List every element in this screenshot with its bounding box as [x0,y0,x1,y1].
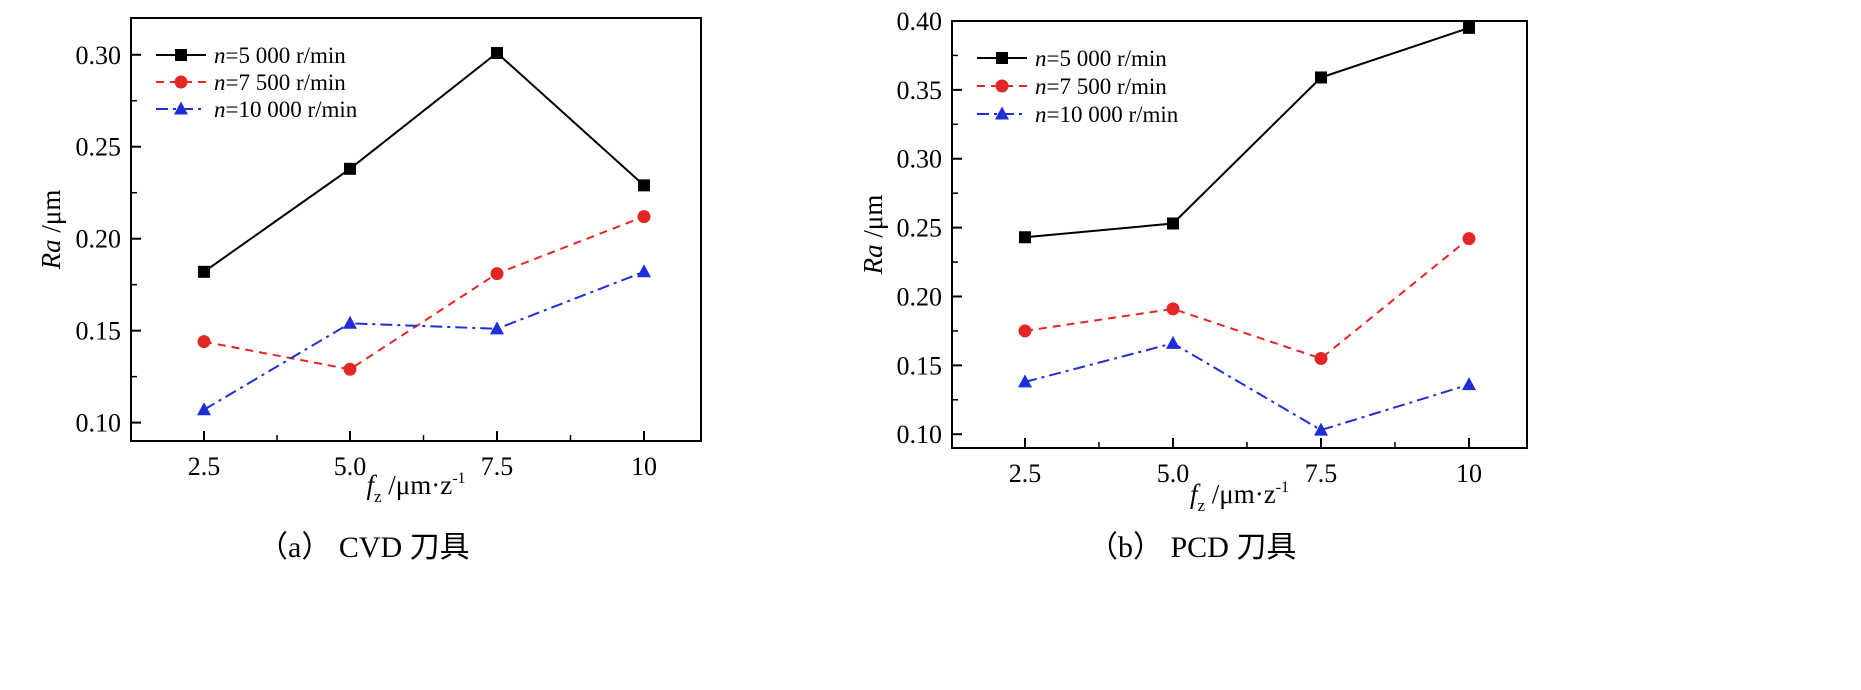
x-tick-label: 10 [1456,459,1482,488]
y-axis-title: Ra /μm [858,195,888,276]
data-point-s2-1 [343,315,357,329]
legend: n=5 000 r/min n=7 500 r/min n=10 000 r/min [977,46,1179,127]
legend-marker-1 [995,79,1009,93]
data-point-s2-2 [490,321,504,335]
data-point-s1-0 [1018,324,1032,338]
y-tick-label: 0.35 [897,76,943,105]
x-tick-label: 5.0 [334,452,367,481]
series-line-1 [1024,237,1470,360]
series-line-0 [1024,26,1470,239]
legend-label-2: n=10 000 r/min [1035,102,1179,127]
legend-marker-0 [996,52,1008,64]
data-point-s0-3 [1463,21,1475,34]
data-point-s2-2 [1314,422,1328,436]
data-point-s1-2 [1314,351,1328,365]
series-line-0 [203,51,645,273]
legend-label-1: n=7 500 r/min [1035,74,1167,99]
data-point-s0-1 [1167,217,1179,230]
series-line-2 [203,270,645,411]
x-tick-label: 2.5 [1009,459,1042,488]
y-tick-label: 0.25 [897,214,943,243]
legend-marker-1 [174,75,188,89]
plot-frame [130,17,702,442]
y-tick-label: 0.20 [897,282,943,311]
y-tick-label: 0.40 [897,7,943,36]
panel-caption: （b） PCD 刀具 [1088,531,1296,564]
y-tick-label: 0.20 [76,225,122,254]
y-tick-label: 0.10 [897,420,943,449]
x-tick-label: 7.5 [1305,459,1338,488]
y-tick-label: 0.25 [76,133,122,162]
legend-label-1: n=7 500 r/min [214,70,346,95]
legend-label-0: n=5 000 r/min [214,43,346,68]
data-point-s0-2 [491,46,503,59]
x-tick-label: 5.0 [1157,459,1190,488]
y-tick-label: 0.15 [897,351,943,380]
data-point-s1-3 [1462,232,1476,246]
legend-label-0: n=5 000 r/min [1035,46,1167,71]
legend-label-2: n=10 000 r/min [214,97,358,122]
data-point-s1-1 [343,362,357,376]
y-tick-label: 0.30 [76,41,122,70]
data-point-s2-0 [197,402,211,416]
panel-caption: （a） CVD 刀具 [258,531,470,564]
data-point-s0-3 [638,179,650,192]
data-point-s0-0 [1019,231,1031,244]
data-point-s0-2 [1315,71,1327,84]
series-line-1 [203,215,645,371]
y-tick-label: 0.15 [76,317,122,346]
data-point-s0-1 [344,162,356,175]
legend-marker-2 [995,106,1009,120]
data-point-s1-2 [490,267,504,281]
data-point-s2-0 [1018,374,1032,388]
y-tick-label: 0.10 [76,409,122,438]
legend-marker-2 [174,101,188,115]
x-axis-title: fz /μm·z-1 [366,470,465,506]
y-tick-label: 0.30 [897,145,943,174]
series-line-2 [1024,342,1470,432]
legend-marker-0 [175,49,187,61]
x-tick-label: 2.5 [188,452,221,481]
chart-panel-a: 0.10 0.15 0.20 0.25 0.30 2.5 5.0 7.5 10 n=5 000 r… [36,17,702,564]
x-axis-title: fz /μm·z-1 [1190,479,1289,515]
data-point-s2-1 [1166,335,1180,349]
data-point-s1-1 [1166,302,1180,316]
chart-panel-b: 0.10 0.15 0.20 0.25 0.30 0.35 0.40 2.5 5.0 7.5 10 n… [858,7,1528,564]
plot-frame [951,20,1528,449]
data-point-s0-0 [198,265,210,278]
x-tick-label: 7.5 [481,452,514,481]
x-tick-label: 10 [631,452,657,481]
data-point-s1-0 [197,335,211,349]
y-axis-title: Ra /μm [36,190,66,271]
data-point-s2-3 [1462,377,1476,391]
data-point-s1-3 [637,210,651,224]
data-point-s2-3 [637,264,651,278]
